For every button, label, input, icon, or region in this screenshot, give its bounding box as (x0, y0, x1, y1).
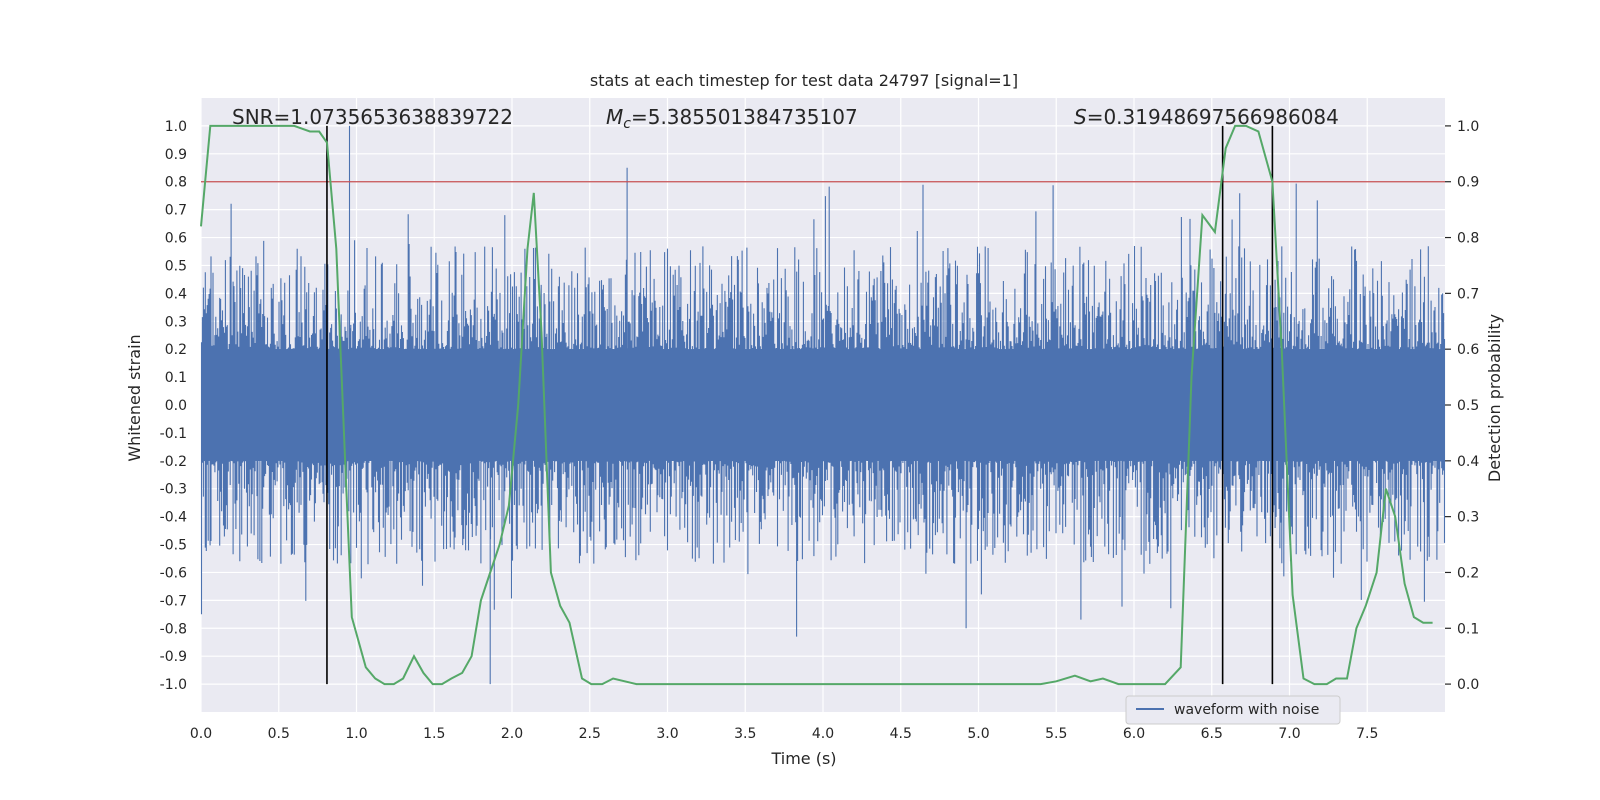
y2-tick-label: 0.8 (1457, 231, 1479, 247)
x-tick-label: 4.5 (890, 726, 912, 742)
x-tick-label: 2.0 (501, 726, 523, 742)
s-value: =0.31948697566986084 (1087, 105, 1339, 129)
x-tick-label: 4.0 (812, 726, 834, 742)
chirp-mass-subscript: c (623, 116, 631, 132)
y2-tick-label: 0.6 (1457, 342, 1479, 358)
y2-tick-label: 0.0 (1457, 677, 1479, 693)
x-tick-label: 3.0 (656, 726, 678, 742)
y2-tick-label: 0.5 (1457, 398, 1479, 414)
waveform-series (200, 125, 1446, 685)
y-tick-label: -0.8 (160, 621, 187, 637)
x-axis-label: Time (s) (770, 749, 836, 768)
y-axis-label: Whitened strain (125, 334, 144, 461)
detection-probability-line (200, 124, 1433, 686)
y-tick-label: 1.0 (165, 119, 187, 135)
y2-axis-label: Detection probability (1485, 314, 1504, 482)
y-tick-label: -0.9 (160, 649, 187, 665)
waveform-core-band (201, 349, 1445, 461)
y-tick-label: 0.5 (165, 258, 187, 274)
y-tick-label: 0.3 (165, 314, 187, 330)
y2-tick-label: 0.2 (1457, 565, 1479, 581)
chirp-mass-annotation: Mc=5.385501384735107 (606, 105, 858, 132)
legend-box (1125, 695, 1341, 725)
chart-title: stats at each timestep for test data 247… (590, 71, 1018, 90)
y-tick-label: -0.4 (160, 510, 187, 526)
y2-tick-label: 1.0 (1457, 119, 1479, 135)
y2-tick-label: 0.4 (1457, 454, 1479, 470)
x-tick-label: 6.0 (1123, 726, 1145, 742)
y2-tick-label: 0.1 (1457, 621, 1479, 637)
y-tick-label: 0.1 (165, 370, 187, 386)
x-tick-label: 7.0 (1278, 726, 1300, 742)
chirp-mass-symbol: M (606, 105, 623, 129)
y2-axis-ticks: 1.0 0.9 0.8 0.7 0.6 0.5 0.4 0.3 0.2 0.1 0.0 (1445, 119, 1479, 693)
x-axis-ticks: 0.0 0.5 1.0 1.5 2.0 2.5 3.0 3.5 4.0 4.5 5.0 5.5 6.0 6… (190, 726, 1379, 742)
y-tick-label: 0.0 (165, 398, 187, 414)
y-axis-ticks: 1.0 0.9 0.8 0.7 0.6 0.5 0.4 0.3 0.2 0.1 0.0 -0.1 -0.… (160, 119, 187, 693)
s-annotation: S=0.31948697566986084 (1074, 105, 1339, 129)
y-tick-label: -0.3 (160, 482, 187, 498)
y-tick-label: -0.7 (160, 593, 187, 609)
chirp-mass-value: =5.385501384735107 (631, 105, 858, 129)
y-tick-label: -0.6 (160, 565, 187, 581)
y-tick-label: -1.0 (160, 677, 187, 693)
legend: waveform with noise (1125, 695, 1341, 725)
y-tick-label: 0.4 (165, 286, 187, 302)
probability-series (200, 124, 1433, 686)
x-tick-label: 1.0 (345, 726, 367, 742)
y-tick-label: -0.2 (160, 454, 187, 470)
x-tick-label: 5.5 (1045, 726, 1067, 742)
snr-annotation: SNR=1.0735653638839722 (232, 105, 513, 129)
y-tick-label: 0.2 (165, 342, 187, 358)
x-tick-label: 6.5 (1201, 726, 1223, 742)
overlay-lines (201, 125, 1445, 685)
x-tick-label: 2.5 (579, 726, 601, 742)
x-tick-label: 1.5 (423, 726, 445, 742)
y2-tick-label: 0.3 (1457, 510, 1479, 526)
y2-tick-label: 0.7 (1457, 286, 1479, 302)
x-tick-label: 7.5 (1356, 726, 1378, 742)
x-tick-label: 0.5 (268, 726, 290, 742)
x-tick-label: 3.5 (734, 726, 756, 742)
x-tick-label: 5.0 (967, 726, 989, 742)
y-tick-label: 0.8 (165, 175, 187, 191)
y-tick-label: 0.9 (165, 147, 187, 163)
y-tick-label: 0.7 (165, 203, 187, 219)
y-tick-label: -0.5 (160, 538, 187, 554)
s-symbol: S (1074, 105, 1087, 129)
y-tick-label: -0.1 (160, 426, 187, 442)
legend-waveform-label: waveform with noise (1174, 702, 1319, 718)
y-tick-label: 0.6 (165, 231, 187, 247)
x-tick-label: 0.0 (190, 726, 212, 742)
y2-tick-label: 0.9 (1457, 175, 1479, 191)
